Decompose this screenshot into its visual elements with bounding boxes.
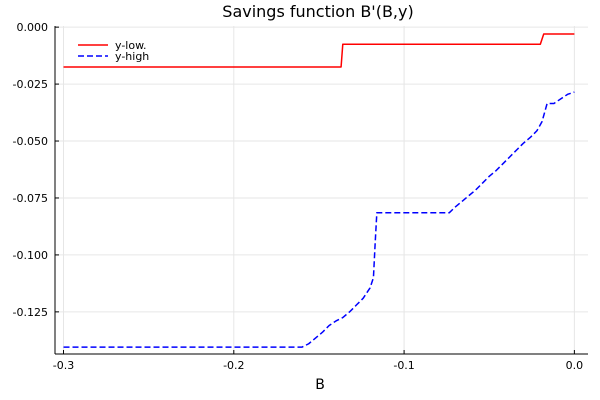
chart-title: Savings function B'(B,y) [222,2,413,21]
legend-label-y-high: y-high [115,50,149,63]
x-tick-label: -0.2 [223,359,244,372]
y-tick-label: 0.000 [17,21,49,34]
y-tick-label: -0.125 [13,306,48,319]
y-tick-label: -0.075 [13,192,48,205]
grid-layer [55,26,588,354]
x-tick-label: 0.0 [566,359,584,372]
axes-layer [54,26,588,355]
y-tick-label: -0.100 [13,249,48,262]
y-tick-label: -0.025 [13,78,48,91]
series-line-y-high [63,91,575,348]
legend: y-low.y-high [78,39,149,63]
x-tick-label: -0.1 [393,359,414,372]
x-axis-label: B [315,377,325,393]
y-tick-label: -0.050 [13,135,48,148]
series-layer [63,33,575,348]
labels-layer: -0.3 -0.2 -0.1 0.0 0.000 -0.025 -0.050 -0.075 -0… [13,21,584,372]
legend-label-y-low: y-low. [115,39,147,52]
x-tick-label: -0.3 [53,359,74,372]
series-line-y-low [63,33,575,68]
